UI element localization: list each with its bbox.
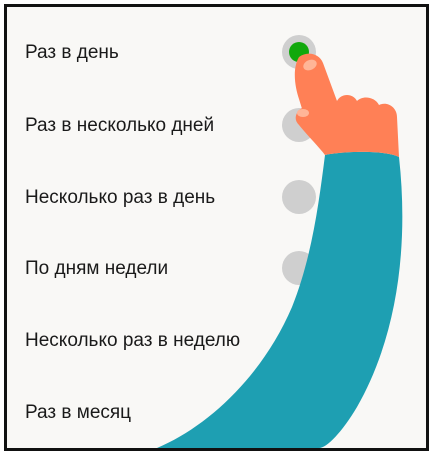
radio-button[interactable] (282, 251, 316, 285)
radio-button[interactable] (282, 180, 316, 214)
option-label: Раз в месяц (25, 402, 132, 423)
option-once-a-day[interactable]: Раз в день (7, 29, 426, 77)
option-days-of-week[interactable]: По дням недели (7, 245, 426, 293)
radio-button[interactable] (282, 108, 316, 142)
option-label: Раз в несколько дней (25, 115, 215, 136)
option-once-every-few-days[interactable]: Раз в несколько дней (7, 102, 426, 150)
option-several-times-a-day[interactable]: Несколько раз в день (7, 174, 426, 222)
option-label: Несколько раз в неделю (25, 330, 241, 351)
frequency-options-panel: Раз в день Раз в несколько дней Нескольк… (4, 4, 429, 451)
option-label: Раз в день (25, 42, 119, 63)
option-label: Несколько раз в день (25, 187, 216, 208)
option-label: По дням недели (25, 258, 169, 279)
option-once-a-month[interactable]: Раз в месяц (7, 389, 426, 437)
radio-button-selected[interactable] (282, 35, 316, 69)
option-several-times-a-week[interactable]: Несколько раз в неделю (7, 317, 426, 365)
radio-button[interactable] (282, 323, 316, 357)
